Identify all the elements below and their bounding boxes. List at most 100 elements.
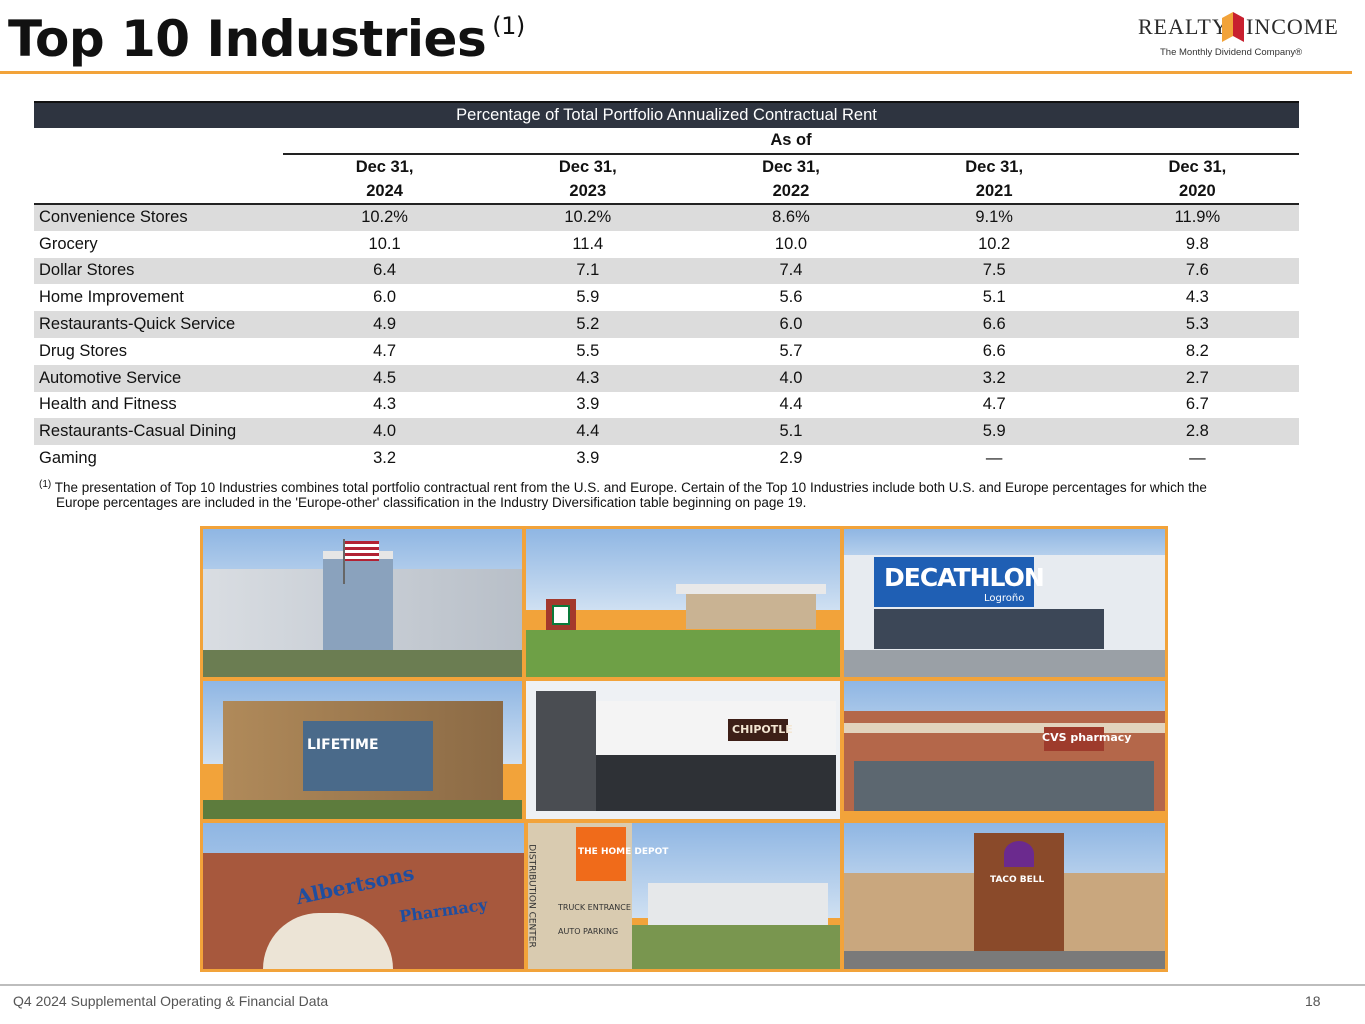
- industry-value: 5.1: [982, 288, 1006, 307]
- industry-value: 2.8: [1095, 418, 1299, 446]
- industry-value: 3.9: [576, 395, 600, 414]
- realty-income-logo: REALTY INCOME The Monthly Dividend Compa…: [1136, 12, 1338, 62]
- industry-value: 5.2: [486, 311, 690, 338]
- column-year: 2024: [283, 179, 487, 205]
- footnote-marker: (1): [39, 479, 52, 490]
- column-header: Dec 31,: [355, 157, 414, 176]
- industry-value: 3.2: [892, 364, 1096, 392]
- industry-value: 5.9: [892, 418, 1096, 446]
- industry-value: 4.4: [486, 418, 690, 446]
- industry-name: Dollar Stores: [34, 257, 283, 285]
- industry-value: 11.9%: [1095, 204, 1299, 231]
- industry-value: 6.4: [283, 257, 487, 285]
- column-header: Dec 31,: [965, 157, 1024, 176]
- industry-value: 6.0: [689, 311, 893, 338]
- industry-value: 5.1: [689, 418, 893, 446]
- footer-document-title: Q4 2024 Supplemental Operating & Financi…: [13, 993, 329, 1009]
- industry-value: 6.7: [1185, 395, 1209, 414]
- logo-tagline: The Monthly Dividend Company®: [1160, 47, 1303, 58]
- photo-chipotle-restaurant: CHIPOTLE: [526, 681, 840, 819]
- title-footnote-marker: (1): [492, 12, 525, 40]
- as-of-row: As of: [34, 128, 1299, 155]
- column-year: 2022: [689, 179, 893, 205]
- logo-mark-icon: [1222, 12, 1244, 42]
- industry-value: 5.3: [1095, 311, 1299, 338]
- industry-value: 4.4: [779, 395, 803, 414]
- industry-value: 9.1%: [892, 204, 1096, 231]
- industry-value: 4.3: [373, 395, 397, 414]
- industry-value: 11.4: [572, 234, 604, 253]
- lifetime-sign: LIFETIME: [307, 737, 379, 753]
- photo-cvs-pharmacy: CVS pharmacy: [844, 681, 1165, 819]
- column-header: Dec 31,: [558, 157, 617, 176]
- auto-parking-sign: AUTO PARKING: [558, 927, 619, 936]
- industry-value: 2.9: [779, 449, 803, 468]
- industry-value: 5.7: [779, 341, 803, 360]
- industry-name: Restaurants-Quick Service: [34, 311, 283, 338]
- photo-distribution-building: [203, 529, 522, 677]
- industry-value: 3.2: [373, 449, 397, 468]
- column-year: 2021: [892, 179, 1096, 205]
- industry-value: 6.6: [892, 311, 1096, 338]
- industry-value: 8.6%: [689, 204, 893, 231]
- logo-word-left: REALTY: [1138, 14, 1229, 39]
- industry-value: 4.0: [689, 364, 893, 392]
- photo-albertsons-store: Albertsons Pharmacy: [203, 823, 524, 969]
- industry-value: 4.3: [1185, 288, 1209, 307]
- industry-value: 4.7: [373, 341, 397, 360]
- home-depot-sign: THE HOME DEPOT: [578, 847, 669, 857]
- table-banner-row: Percentage of Total Portfolio Annualized…: [34, 101, 1299, 128]
- industry-value: 9.8: [1185, 234, 1209, 253]
- page-number: 18: [1305, 993, 1321, 1009]
- industry-value: 10.2%: [283, 204, 487, 231]
- photo-decathlon-store: DECATHLON Logroño: [844, 529, 1165, 677]
- truck-entrance-sign: TRUCK ENTRANCE: [558, 903, 631, 912]
- industry-value: 5.5: [576, 341, 600, 360]
- column-year: 2023: [486, 179, 690, 205]
- industry-value: 7.4: [689, 257, 893, 285]
- industry-value: 4.7: [982, 395, 1006, 414]
- industry-value: 10.0: [774, 234, 808, 253]
- footnote: (1) The presentation of Top 10 Industrie…: [39, 477, 1289, 510]
- decathlon-sub-sign: Logroño: [984, 593, 1025, 604]
- industry-value: —: [985, 449, 1003, 468]
- column-header: Dec 31,: [762, 157, 820, 176]
- chipotle-sign: CHIPOTLE: [732, 723, 793, 736]
- footnote-line-2: Europe percentages are included in the '…: [56, 495, 807, 510]
- industry-value: 5.6: [779, 288, 803, 307]
- table-banner: Percentage of Total Portfolio Annualized…: [34, 101, 1299, 128]
- industry-name: Drug Stores: [39, 341, 128, 360]
- industry-name: Gaming: [39, 449, 97, 468]
- photo-lifetime-fitness: LIFETIME: [203, 681, 522, 819]
- industry-value: 10.2: [978, 234, 1011, 253]
- footnote-line-1: The presentation of Top 10 Industries co…: [54, 480, 1207, 495]
- industry-value: 4.3: [486, 364, 690, 392]
- column-year: 2020: [1095, 179, 1299, 205]
- industry-value: 5.9: [576, 288, 600, 307]
- table-row: Health and Fitness 4.3 3.9 4.4 4.7 6.7: [34, 392, 1299, 419]
- industries-table: Percentage of Total Portfolio Annualized…: [34, 101, 1299, 472]
- distribution-center-sign: DISTRIBUTION CENTER: [528, 844, 537, 948]
- industry-name: Convenience Stores: [34, 204, 283, 231]
- property-photo-collage: DECATHLON Logroño LIFETIME CHIPOTLE CVS …: [200, 526, 1168, 972]
- photo-taco-bell-restaurant: TACO BELL: [844, 823, 1165, 969]
- industry-value: 4.5: [283, 364, 487, 392]
- footer-divider: [0, 984, 1365, 986]
- table-row: Restaurants-Casual Dining 4.0 4.4 5.1 5.9 2.8: [34, 418, 1299, 446]
- industry-name: Home Improvement: [39, 288, 184, 307]
- table-row: Grocery 10.1 11.4 10.0 10.2 9.8: [34, 231, 1299, 258]
- industry-name: Restaurants-Casual Dining: [34, 418, 283, 446]
- industry-name: Grocery: [39, 234, 98, 253]
- cvs-sign: CVS pharmacy: [1042, 731, 1132, 744]
- industry-value: 4.9: [283, 311, 487, 338]
- industry-value: 7.5: [892, 257, 1096, 285]
- industry-value: 3.9: [576, 449, 600, 468]
- industry-value: 2.7: [1095, 364, 1299, 392]
- table-row: Home Improvement 6.0 5.9 5.6 5.1 4.3: [34, 284, 1299, 311]
- industry-name: Automotive Service: [34, 364, 283, 392]
- table-row: Drug Stores 4.7 5.5 5.7 6.6 8.2: [34, 338, 1299, 365]
- photo-home-depot-distribution: THE HOME DEPOT DISTRIBUTION CENTER TRUCK…: [528, 823, 840, 969]
- column-header: Dec 31,: [1168, 157, 1227, 176]
- industry-value: —: [1189, 449, 1206, 468]
- industry-value: 6.6: [982, 341, 1006, 360]
